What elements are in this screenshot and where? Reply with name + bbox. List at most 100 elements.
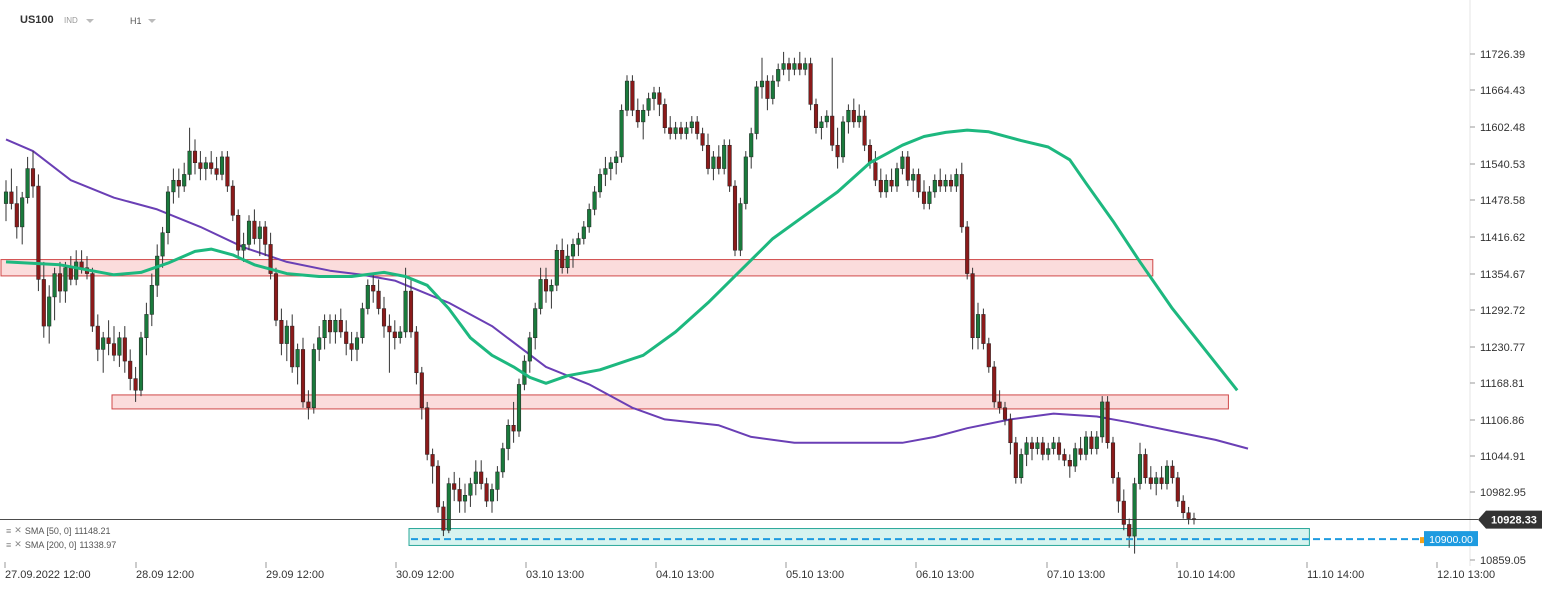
candle-body (1089, 436, 1094, 449)
candle-body (673, 127, 678, 134)
candle-body (365, 285, 370, 309)
candle-body (1159, 477, 1164, 484)
candle-body (619, 109, 624, 158)
candle-body (1100, 401, 1105, 438)
candle-body (565, 255, 570, 268)
candle-body (592, 191, 597, 210)
candle-body (219, 156, 225, 175)
candle-body (155, 255, 160, 286)
candle-body (1078, 448, 1083, 455)
candle-body (732, 185, 738, 251)
candle-body (435, 465, 441, 508)
candle-body (900, 156, 905, 169)
candle-body (1062, 454, 1067, 461)
candle-body (300, 349, 306, 403)
candle-body (1046, 448, 1051, 455)
candle-body (689, 121, 694, 128)
symbol-dropdown-icon[interactable] (86, 19, 94, 23)
candle-body (236, 214, 241, 251)
candle-body (776, 69, 781, 82)
y-tick-label: 11540.53 (1480, 159, 1525, 171)
candle-body (646, 98, 651, 111)
candle-body (1073, 448, 1078, 467)
close-icon[interactable]: ✕ (14, 539, 22, 549)
hamburger-icon[interactable]: ≡ (6, 525, 12, 536)
candle-body (678, 127, 684, 134)
candle-body (624, 80, 630, 111)
candle-body (273, 273, 279, 321)
candle-body (662, 104, 667, 128)
candle-body (1186, 512, 1191, 519)
resistance-zone-1 (111, 394, 1229, 410)
candle-body (543, 279, 549, 292)
candle-body (484, 483, 489, 502)
y-tick-label: 10982.95 (1480, 487, 1526, 499)
candle-body (479, 471, 484, 484)
legend-sma50: ≡ ✕ SMA [50, 0] 11148.21 (6, 525, 111, 536)
y-tick-label: 11354.67 (1480, 269, 1525, 281)
candle-body (30, 168, 36, 187)
candle-body (414, 331, 419, 374)
candle-body (1137, 454, 1143, 484)
candle-body (867, 144, 873, 163)
candle-body (1067, 460, 1072, 467)
candle-body (317, 337, 322, 350)
candles (3, 51, 1197, 554)
candle-body (187, 150, 192, 175)
sma50-line (5, 128, 1239, 392)
level-marker (1420, 537, 1424, 544)
candle-body (489, 489, 495, 502)
candle-body (1029, 442, 1035, 449)
candle-body (441, 506, 446, 531)
candle-body (333, 320, 338, 333)
candle-body (473, 471, 478, 484)
candle-body (894, 168, 900, 187)
x-axis: 27.09.2022 12:00 28.09 12:00 29.09 12:00 30… (4, 562, 1495, 581)
candle-body (700, 133, 705, 146)
candle-body (360, 308, 365, 339)
candle-body (500, 448, 505, 473)
timeframe-dropdown-icon[interactable] (148, 19, 156, 23)
candle-body (911, 174, 916, 181)
close-icon[interactable]: ✕ (14, 525, 22, 535)
candle-body (932, 179, 937, 193)
candle-body (376, 290, 381, 309)
candle-body (387, 325, 392, 333)
candle-body (36, 185, 41, 280)
y-tick-label: 11664.43 (1480, 85, 1525, 97)
candle-body (884, 179, 889, 193)
y-tick-label: 11292.72 (1480, 305, 1525, 317)
candle-body (403, 290, 408, 333)
candle-body (1154, 477, 1159, 484)
candle-body (695, 121, 700, 134)
candle-body (657, 92, 662, 105)
candle-body (268, 244, 273, 274)
hamburger-icon[interactable]: ≡ (6, 539, 12, 550)
candle-body (560, 249, 565, 268)
candle-body (1083, 436, 1089, 455)
candle-body (446, 483, 451, 531)
candle-body (338, 320, 343, 333)
candle-body (1051, 442, 1056, 449)
candle-body (630, 80, 635, 111)
legend-sma50-label: SMA [50, 0] (24, 525, 72, 536)
candle-body (214, 168, 219, 175)
candle-body (257, 226, 262, 239)
candle-body (1127, 524, 1132, 537)
candle-body (554, 249, 559, 286)
candle-body (722, 144, 727, 169)
candle-body (138, 337, 144, 391)
candle-body (759, 80, 765, 88)
candle-body (727, 144, 732, 187)
y-tick-label: 11168.81 (1480, 378, 1524, 390)
candle-body (3, 191, 9, 204)
candle-body (770, 80, 775, 99)
candle-body (916, 174, 921, 193)
timeframe-label[interactable]: H1 (130, 16, 142, 26)
resistance-zone-0 (0, 259, 1154, 277)
candle-body (290, 325, 295, 368)
symbol-label[interactable]: US100 (20, 14, 54, 26)
candle-body (938, 179, 943, 187)
x-tick-label: 05.10 13:00 (786, 569, 844, 581)
